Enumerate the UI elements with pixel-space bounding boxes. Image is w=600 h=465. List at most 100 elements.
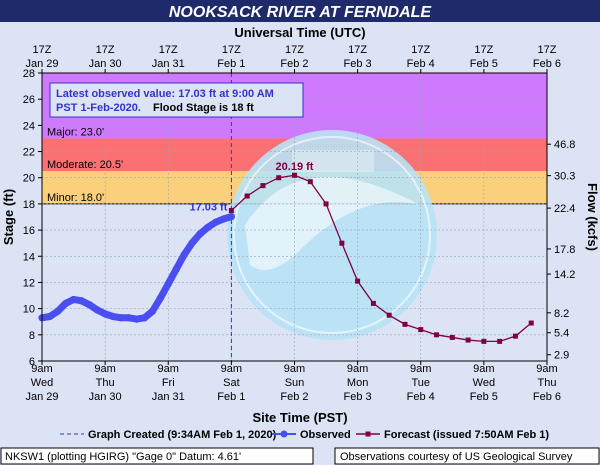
top-axis-title: Universal Time (UTC) [234, 25, 365, 40]
y-tick-label: 24 [23, 120, 35, 132]
x-tick-day: Thu [96, 377, 115, 389]
observed-point [77, 297, 86, 305]
chart-title: NOOKSACK RIVER AT FERNDALE [169, 4, 433, 21]
forecast-series-line [230, 174, 532, 343]
axis-labels: 6 8 10 12 14 16 18 20 22 24 26 28 2.9 5.4 8.2 14.2 17.8 2… [23, 44, 576, 403]
observed-point [140, 314, 149, 322]
forecast-point [402, 321, 408, 327]
noaa-watermark [227, 130, 437, 340]
top-tick-date: Feb 2 [280, 58, 308, 70]
latest-value-label: 17.03 ft [189, 202, 227, 214]
footer-credit-box [334, 447, 600, 465]
noaa-logo-ring [233, 136, 431, 334]
forecast-point [465, 337, 471, 343]
forecast-point [323, 201, 329, 207]
forecast-point [228, 207, 234, 213]
observed-point [196, 230, 204, 238]
latest-value-line2-date: PST 1-Feb-2020. [56, 102, 141, 114]
footer-credit: Observations courtesy of US Geological S… [340, 451, 573, 463]
forecast-point [244, 193, 250, 199]
top-tick-date: Feb 4 [407, 58, 435, 70]
x-tick-date: Feb 5 [470, 391, 498, 403]
top-tick-time: 17Z [96, 44, 115, 56]
legend-forecast: Forecast (issued 7:50AM Feb 1) [384, 429, 549, 441]
x-tick-date: Feb 3 [344, 391, 372, 403]
y-tick-label: 26 [23, 94, 35, 106]
y-tick-label: 14 [23, 251, 35, 263]
forecast-point [339, 240, 345, 246]
x-tick-date: Jan 29 [25, 391, 58, 403]
footer-datum: NKSW1 (plotting HGIRG) "Gage 0" Datum: 4… [5, 451, 241, 463]
forecast-point [512, 333, 518, 339]
x-tick-date: Feb 4 [407, 391, 435, 403]
top-tick-date: Feb 1 [217, 58, 245, 70]
flood-band-label-minor: Minor: 18.0' [47, 192, 104, 204]
y-tick-label: 16 [23, 225, 35, 237]
flow-tick-label: 22.4 [554, 203, 575, 215]
flow-tick-label: 5.4 [554, 328, 569, 340]
peak-value-label: 20.19 ft [276, 161, 314, 173]
x-tick-date: Jan 31 [152, 391, 185, 403]
latest-value-line1: Latest observed value: 17.03 ft at 9:00 … [56, 88, 274, 100]
top-tick-time: 17Z [159, 44, 178, 56]
x-tick-date: Feb 6 [533, 391, 561, 403]
y-tick-label: 6 [29, 356, 35, 368]
observed-point [54, 307, 62, 315]
flow-tick-label: 30.3 [554, 171, 575, 183]
flow-tick-label: 14.2 [554, 269, 575, 281]
observed-point [204, 223, 212, 232]
x-tick-day: Wed [31, 377, 53, 389]
x-tick-day: Mon [347, 377, 368, 389]
forecast-point [449, 334, 455, 340]
observed-point [109, 312, 117, 321]
x-tick-time: 9am [221, 363, 242, 375]
observed-point [164, 280, 172, 288]
x-tick-time: 9am [31, 363, 52, 375]
x-tick-time: 9am [473, 363, 494, 375]
x-tick-day: Tue [411, 377, 430, 389]
x-tick-time: 9am [284, 363, 305, 375]
forecast-point [481, 338, 487, 344]
observed-point [117, 314, 125, 322]
y-tick-label: 8 [29, 330, 35, 342]
forecast-point [260, 183, 266, 189]
legend: Graph Created (9:34AM Feb 1, 2020) Obser… [60, 429, 549, 441]
flow-tick-label: 2.9 [554, 350, 569, 362]
top-tick-time: 17Z [222, 44, 241, 56]
flood-band-label-major: Major: 23.0' [47, 126, 104, 138]
y-tick-label: 20 [23, 173, 35, 185]
top-tick-date: Feb 6 [533, 58, 561, 70]
forecast-point [434, 332, 440, 338]
observed-point [101, 310, 109, 318]
top-tick-date: Jan 31 [152, 58, 185, 70]
series-layer [38, 172, 534, 344]
flow-tick-label: 8.2 [554, 308, 569, 320]
top-tick-time: 17Z [33, 44, 52, 56]
legend-forecast-marker [365, 431, 371, 437]
y-tick-label: 28 [23, 68, 35, 80]
x-tick-time: 9am [536, 363, 557, 375]
observed-point [211, 218, 220, 226]
observed-point [188, 239, 196, 247]
noaa-logo-wordmark [292, 150, 374, 172]
noaa-logo-circle [227, 130, 437, 340]
legend-observed: Observed [300, 429, 351, 441]
x-tick-time: 9am [347, 363, 368, 375]
forecast-point [355, 278, 361, 284]
top-tick-date: Jan 29 [25, 58, 58, 70]
left-axis-title: Stage (ft) [1, 189, 16, 245]
flood-stage-note: Flood Stage is 18 ft [153, 102, 254, 114]
flood-band-label-moderate: Moderate: 20.5' [47, 159, 123, 171]
y-tick-label: 22 [23, 147, 35, 159]
x-tick-time: 9am [94, 363, 115, 375]
footer-datum-box [0, 447, 314, 465]
observed-point [93, 306, 101, 314]
legend-observed-marker [280, 430, 288, 438]
forecast-point [292, 172, 297, 178]
observed-point [69, 295, 78, 304]
title-bar [0, 0, 600, 22]
forecast-point [497, 338, 503, 344]
observed-point [85, 301, 93, 309]
